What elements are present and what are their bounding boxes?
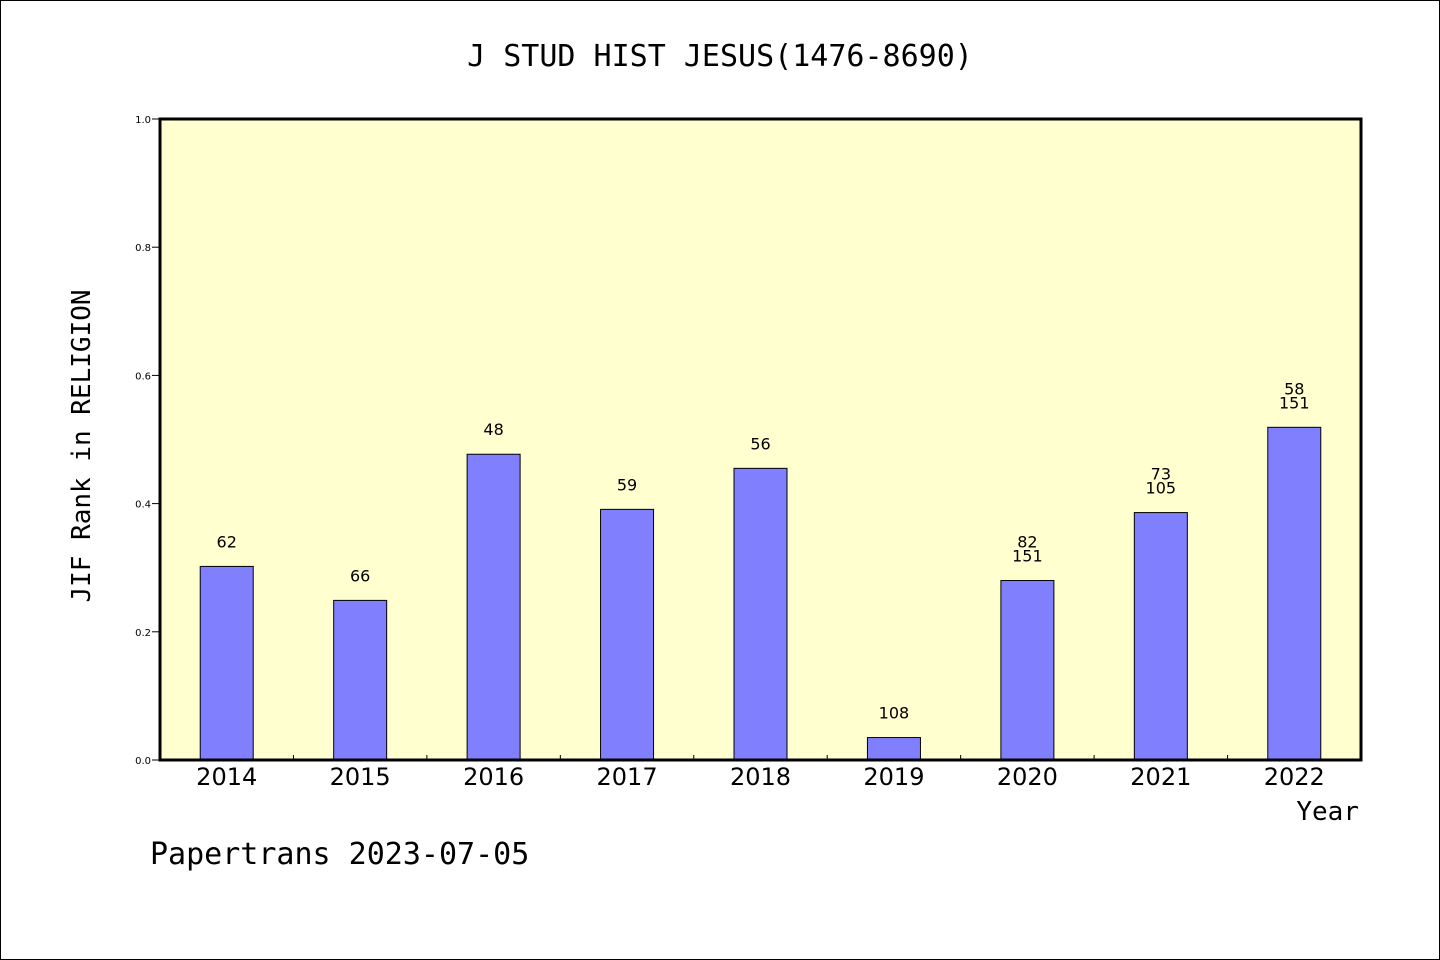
y-tick-label: 0.0 — [135, 756, 151, 767]
x-tick-label: 2014 — [196, 763, 257, 791]
x-axis: 2014 2015 2016 2017 2018 2019 2020 2021 2022 — [196, 755, 1325, 791]
bar-data-label: 105 — [1146, 479, 1177, 498]
x-tick-label: 2022 — [1264, 763, 1325, 791]
x-tick-label: 2021 — [1130, 763, 1191, 791]
bar-2021 — [1133, 512, 1188, 761]
y-tick-label: 0.6 — [135, 371, 151, 382]
x-tick-label: 2019 — [863, 763, 924, 791]
x-tick-label: 2017 — [597, 763, 658, 791]
bar-data-label: 66 — [350, 566, 370, 585]
bar-data-label: 73 — [1151, 465, 1171, 484]
bar-data-label: 48 — [483, 420, 503, 439]
bar-data-label: 108 — [879, 704, 910, 723]
bar-2020 — [1000, 580, 1055, 761]
plot-border — [158, 117, 1363, 762]
bar-data-label: 62 — [217, 532, 237, 551]
x-tick-label: 2020 — [997, 763, 1058, 791]
bar-2022 — [1267, 426, 1322, 761]
y-axis-label: JIF Rank in RELIGION — [67, 289, 97, 602]
bar-2018 — [733, 467, 788, 761]
bar-data-label: 82 — [1017, 533, 1037, 552]
bar-2017 — [600, 508, 655, 761]
bars-group — [199, 426, 1322, 761]
y-axis: 0.0 0.2 0.4 0.6 0.8 1.0 — [135, 115, 160, 767]
x-axis-label: Year — [1296, 797, 1359, 827]
footer-credit: Papertrans 2023-07-05 — [150, 837, 529, 872]
bar-2016 — [466, 453, 521, 761]
y-tick-label: 0.8 — [135, 243, 151, 254]
x-tick-label: 2016 — [463, 763, 524, 791]
bar-data-label: 151 — [1279, 393, 1310, 412]
x-tick-label: 2018 — [730, 763, 791, 791]
bar-2019 — [866, 737, 921, 761]
y-tick-label: 1.0 — [135, 115, 151, 126]
bar-data-label: 58 — [1284, 379, 1304, 398]
chart-title: J STUD HIST JESUS(1476-8690) — [467, 39, 973, 74]
bar-data-label: 151 — [1012, 547, 1043, 566]
bar-2015 — [333, 599, 388, 761]
y-tick-label: 0.4 — [135, 500, 151, 511]
bar-2014 — [199, 565, 254, 761]
bar-data-label: 56 — [750, 434, 770, 453]
bar-data-label: 59 — [617, 475, 637, 494]
x-tick-label: 2015 — [330, 763, 391, 791]
y-tick-label: 0.2 — [135, 628, 151, 639]
